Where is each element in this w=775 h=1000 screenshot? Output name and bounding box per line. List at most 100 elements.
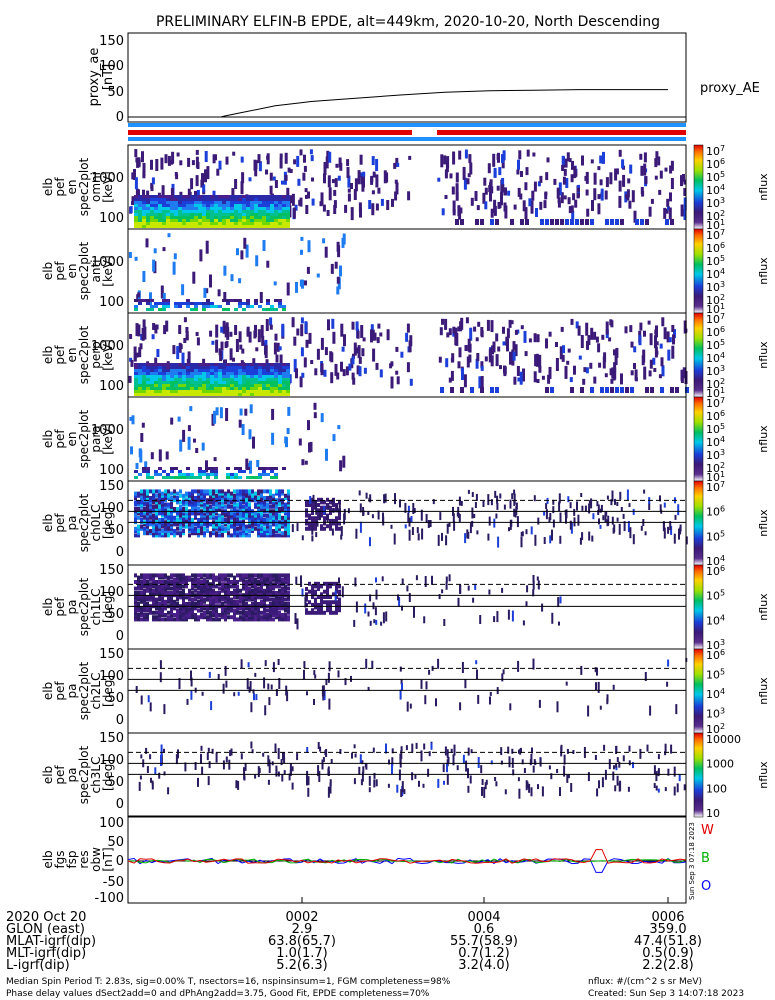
energy-panel-4-ylabel: spec2plot (77, 409, 91, 468)
spec-pixel (255, 255, 259, 267)
pitch-pixel (248, 515, 251, 520)
pitch-pixel (176, 507, 179, 511)
pitch-pixel (212, 524, 215, 529)
spec-pixel (458, 347, 462, 358)
spec-band-pixel (146, 473, 150, 476)
pitch-pixel (188, 493, 191, 498)
spec-band-pixel (194, 375, 198, 378)
spec-band-pixel (580, 219, 584, 225)
spec-band-pixel (250, 201, 254, 204)
spec-pixel (313, 402, 317, 410)
pitch-pixel (321, 759, 324, 770)
energy-panel-2-ylabel: en (65, 264, 79, 279)
pitch-pixel (475, 660, 478, 665)
spec-pixel (538, 365, 542, 373)
pitch-pixel (251, 580, 254, 584)
pitch-pixel (377, 510, 380, 520)
spec-band-pixel (162, 195, 166, 198)
pitch-pixel (194, 584, 197, 589)
spec-band-pixel (198, 207, 202, 210)
pitch-pixel (203, 584, 206, 589)
pitch-pixel (218, 500, 221, 505)
pitch-pixel (267, 755, 270, 767)
energy-ytick-1000: 1000 (91, 171, 124, 186)
pitch-pixel (343, 513, 346, 525)
pitch-pixel (305, 526, 308, 531)
pitch-pixel (411, 772, 414, 781)
pitch-pixel (602, 515, 605, 521)
pitch-pixel (218, 489, 221, 494)
spec-pixel (240, 156, 244, 163)
pitch-pixel (511, 493, 514, 500)
pitch-pixel (272, 522, 275, 527)
spec-band-pixel (158, 393, 162, 396)
spec-band-pixel (190, 372, 194, 375)
spec-pixel (376, 337, 380, 344)
pitch-pixel (257, 588, 260, 593)
pitch-pixel (445, 576, 448, 583)
spec-pixel (316, 273, 320, 278)
pitch-pixel (236, 511, 239, 516)
energy-ytick-100: 100 (99, 463, 124, 478)
spec-pixel (190, 178, 194, 190)
pitch-pixel (218, 513, 221, 518)
proxy-ae-panel: proxy_ae [nT] 150 100 50 0 proxy_AE (87, 32, 760, 125)
pitch-pixel (467, 585, 470, 591)
pitch-pixel (200, 493, 203, 498)
spec-band-pixel (226, 299, 230, 302)
pitch-pixel (173, 602, 176, 606)
pitch-pixel (209, 515, 212, 520)
spec-band-pixel (270, 213, 274, 216)
pitch-pixel (239, 526, 242, 531)
spec-pixel (561, 354, 565, 362)
pitch-pixel (143, 602, 146, 606)
spec-pixel (661, 317, 665, 327)
spec-pixel (355, 321, 359, 331)
pitch-pixel (167, 526, 170, 531)
pitch-pixel (533, 759, 536, 765)
pitch-pixel (338, 597, 341, 602)
spec-band-pixel (142, 213, 146, 216)
spec-pixel (555, 342, 558, 347)
pitch-pixel (269, 582, 272, 587)
pitch-pixel (278, 533, 281, 538)
spec-band-pixel (138, 207, 142, 210)
pitch-pixel (197, 531, 200, 536)
pitch-pixel (140, 502, 143, 507)
pitch-pixel (281, 591, 284, 595)
pitch-pixel (287, 533, 290, 538)
spec-pixel (238, 419, 242, 428)
pitch-pixel (164, 513, 167, 518)
pitch-pixel (369, 620, 372, 626)
pitch-pixel (182, 606, 185, 611)
spec-band-pixel (238, 302, 242, 305)
pitch-pixel (269, 580, 272, 584)
spec-band-pixel (182, 387, 186, 390)
pitch-pixel (227, 595, 230, 600)
spec-pixel (512, 341, 516, 351)
spec-pixel (562, 176, 566, 185)
pitch-pixel (556, 701, 559, 713)
spec-band-pixel (178, 201, 182, 204)
spec-band-pixel (206, 204, 210, 207)
pitch-pixel (329, 605, 332, 610)
pitch-pixel (260, 491, 263, 496)
spec-pixel (633, 210, 637, 223)
pitch-pixel (266, 584, 269, 589)
pitch-pixel (203, 518, 206, 522)
spec-band-pixel (270, 476, 274, 479)
pitch-pixel (679, 524, 682, 532)
spec-pixel (152, 323, 156, 330)
pitch-pixel (382, 612, 385, 624)
spec-band-pixel (625, 387, 629, 393)
pitch-pixel (284, 588, 287, 593)
pitch-pixel (146, 584, 149, 589)
spec-pixel (243, 237, 247, 249)
spec-pixel (519, 371, 523, 385)
pitch-pixel (528, 783, 531, 793)
pitch-pixel (155, 513, 158, 518)
pitch-pixel (203, 533, 206, 538)
spec-pixel (230, 274, 234, 282)
spec-band-pixel (150, 387, 154, 390)
spec-pixel (172, 345, 176, 355)
